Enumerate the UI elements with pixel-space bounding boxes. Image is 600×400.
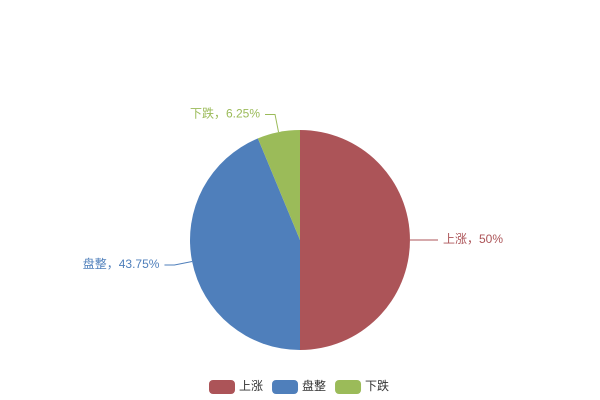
legend-label[interactable]: 下跌 bbox=[365, 378, 389, 393]
label-line bbox=[265, 113, 280, 133]
legend-swatch[interactable] bbox=[209, 380, 235, 394]
label-line bbox=[164, 260, 193, 266]
legend-label[interactable]: 上涨 bbox=[239, 378, 263, 393]
legend-swatch[interactable] bbox=[335, 380, 362, 394]
data-label: 盘整，43.75% bbox=[83, 256, 160, 271]
data-label: 上涨，50% bbox=[443, 231, 503, 246]
pie-slice bbox=[190, 138, 300, 350]
data-label: 下跌，6.25% bbox=[190, 106, 260, 121]
pie-slice bbox=[300, 130, 410, 350]
legend-label[interactable]: 盘整 bbox=[302, 378, 326, 393]
legend-swatch[interactable] bbox=[272, 380, 299, 394]
pie-slice bbox=[257, 130, 300, 240]
